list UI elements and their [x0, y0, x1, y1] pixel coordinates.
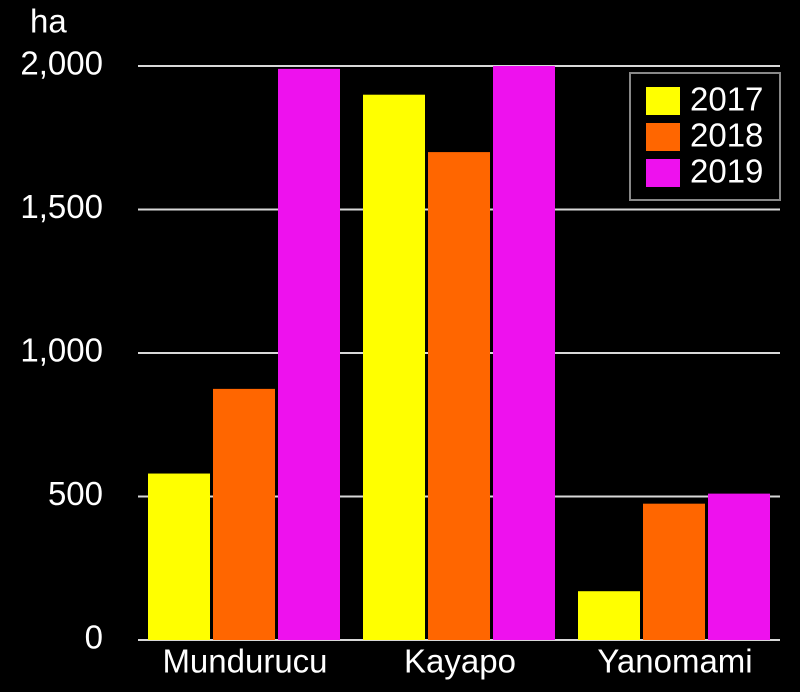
- x-tick-label: Mundurucu: [162, 643, 327, 680]
- x-tick-label: Kayapo: [404, 643, 516, 680]
- y-tick-label: 1,000: [20, 332, 103, 369]
- y-tick-label: 1,500: [20, 188, 103, 225]
- bar: [493, 66, 555, 640]
- bar: [278, 68, 340, 641]
- y-axis-label: ha: [30, 3, 67, 40]
- y-tick-label: 0: [85, 619, 103, 656]
- bar: [363, 94, 425, 640]
- legend-label: 2018: [690, 117, 763, 154]
- bar: [428, 152, 490, 640]
- bar: [643, 503, 705, 640]
- legend-label: 2017: [690, 81, 763, 118]
- y-tick-label: 500: [48, 475, 103, 512]
- x-tick-label: Yanomami: [597, 643, 752, 680]
- bar: [213, 388, 275, 640]
- legend-swatch: [646, 159, 680, 187]
- y-tick-label: 2,000: [20, 45, 103, 82]
- bar: [148, 473, 210, 640]
- bar: [708, 493, 770, 640]
- legend-swatch: [646, 87, 680, 115]
- legend-label: 2019: [690, 153, 763, 190]
- bar: [578, 591, 640, 640]
- legend-swatch: [646, 123, 680, 151]
